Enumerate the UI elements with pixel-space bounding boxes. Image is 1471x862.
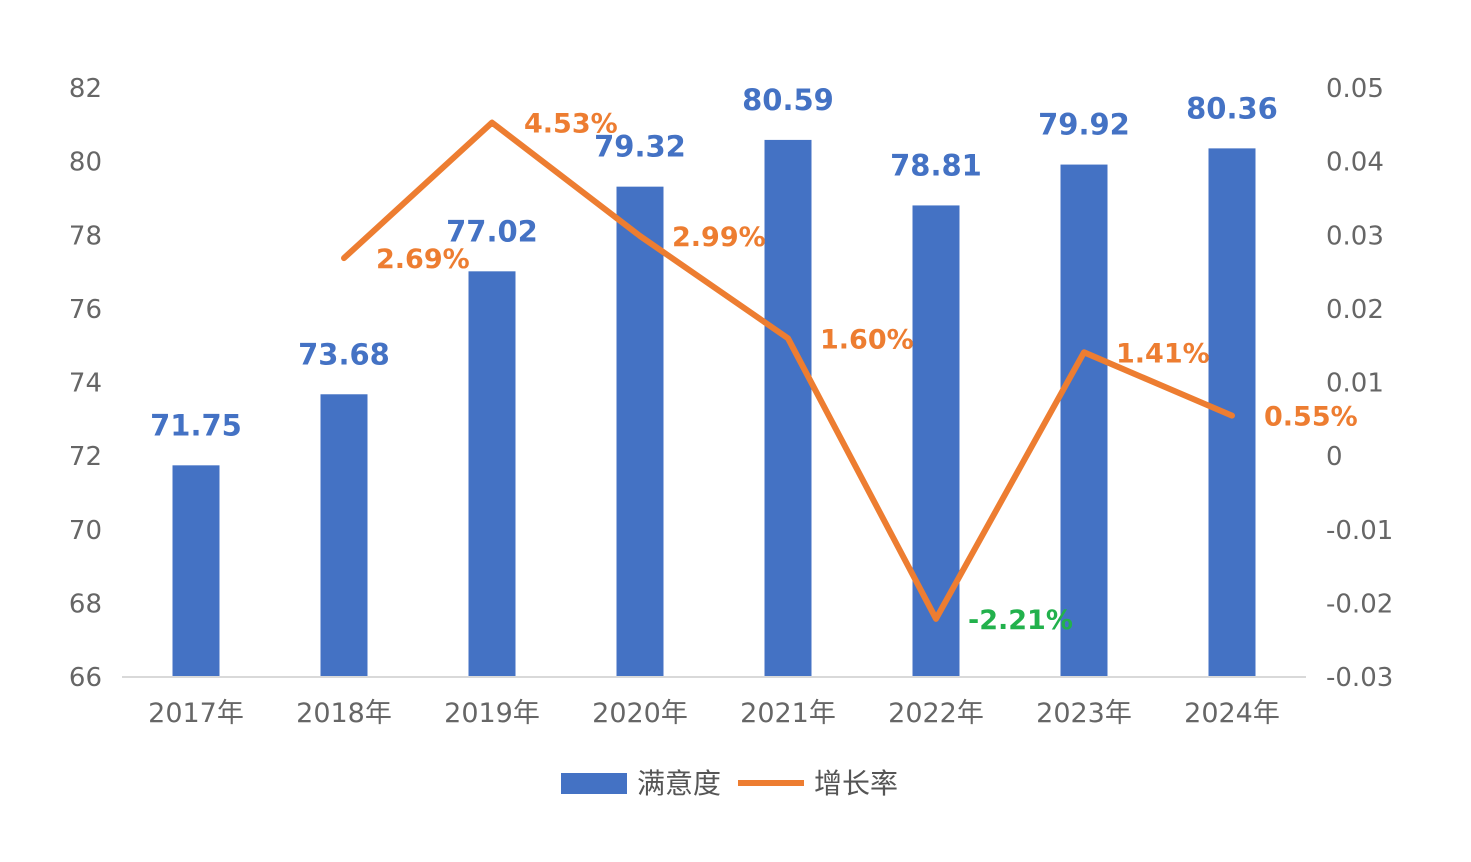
left-axis-tick-label: 82 bbox=[69, 74, 102, 104]
rate-value-label: 0.55% bbox=[1264, 402, 1358, 433]
x-axis-ticks: 2017年 2018年 2019年 2020年 2021年 2022年 2023年 2024年 bbox=[148, 698, 1280, 729]
bar-value-label: 80.36 bbox=[1186, 91, 1278, 125]
left-axis-tick-label: 72 bbox=[69, 442, 102, 472]
bar bbox=[172, 465, 220, 677]
legend-bar-label: 满意度 bbox=[637, 767, 721, 800]
right-axis-tick-label: 0.01 bbox=[1326, 369, 1384, 399]
right-axis-tick-label: 0.02 bbox=[1326, 295, 1384, 325]
bar-value-label: 78.81 bbox=[890, 148, 982, 182]
right-axis-tick-label: 0.03 bbox=[1326, 221, 1384, 251]
bar bbox=[468, 271, 516, 677]
right-axis-tick-label: -0.02 bbox=[1326, 589, 1393, 619]
right-axis-tick-label: 0.04 bbox=[1326, 148, 1384, 178]
right-axis-tick-label: -0.01 bbox=[1326, 516, 1393, 546]
right-axis-tick-label: 0.05 bbox=[1326, 74, 1384, 104]
bar-value-label: 80.59 bbox=[742, 83, 834, 117]
right-axis-tick-label: -0.03 bbox=[1326, 663, 1393, 693]
bar-value-label: 73.68 bbox=[298, 337, 390, 371]
left-axis-tick-label: 66 bbox=[69, 663, 102, 693]
legend: 满意度 增长率 bbox=[561, 767, 898, 800]
left-axis-tick-label: 74 bbox=[69, 369, 102, 399]
bar-value-label: 79.92 bbox=[1038, 108, 1130, 142]
left-axis-tick-label: 80 bbox=[69, 148, 102, 178]
bar-value-labels: 71.75 73.68 77.02 79.32 80.59 78.81 79.92 80.36 bbox=[150, 83, 1278, 442]
rate-value-label: -2.21% bbox=[968, 605, 1073, 636]
bar bbox=[320, 394, 368, 677]
rate-value-label: 4.53% bbox=[524, 109, 618, 140]
x-axis-tick-label: 2022年 bbox=[888, 698, 984, 729]
legend-line-label: 增长率 bbox=[814, 767, 898, 800]
x-axis-tick-label: 2018年 bbox=[296, 698, 392, 729]
left-axis-tick-label: 68 bbox=[69, 589, 102, 619]
x-axis-tick-label: 2019年 bbox=[444, 698, 540, 729]
line-series bbox=[341, 119, 1235, 622]
bar-value-label: 79.32 bbox=[594, 130, 686, 164]
bar-value-label: 77.02 bbox=[446, 214, 538, 248]
bar-series bbox=[172, 139, 1256, 677]
rate-value-label: 1.60% bbox=[820, 324, 914, 355]
x-axis-tick-label: 2024年 bbox=[1184, 698, 1280, 729]
x-axis-tick-label: 2017年 bbox=[148, 698, 244, 729]
x-axis-tick-label: 2021年 bbox=[740, 698, 836, 729]
right-axis-tick-label: 0 bbox=[1326, 442, 1343, 472]
left-axis-tick-label: 78 bbox=[69, 221, 102, 251]
left-axis-ticks: 66 68 70 72 74 76 78 80 82 bbox=[69, 74, 102, 693]
rate-value-label: 2.69% bbox=[376, 244, 470, 275]
rate-value-label: 1.41% bbox=[1116, 338, 1210, 369]
right-axis-ticks: -0.03 -0.02 -0.01 0 0.01 0.02 0.03 0.04 0.05 bbox=[1326, 74, 1393, 693]
rate-value-labels: 2.69% 4.53% 2.99% 1.60% -2.21% 1.41% 0.55% bbox=[376, 109, 1358, 636]
bar-value-label: 71.75 bbox=[150, 408, 242, 442]
bar bbox=[616, 186, 664, 677]
x-axis-tick-label: 2023年 bbox=[1036, 698, 1132, 729]
legend-bar-swatch bbox=[561, 773, 627, 794]
x-axis-tick-label: 2020年 bbox=[592, 698, 688, 729]
rate-value-label: 2.99% bbox=[672, 222, 766, 253]
left-axis-tick-label: 76 bbox=[69, 295, 102, 325]
bar bbox=[912, 205, 960, 677]
bar bbox=[1060, 164, 1108, 677]
bar bbox=[764, 139, 812, 677]
left-axis-tick-label: 70 bbox=[69, 516, 102, 546]
growth-rate-line bbox=[341, 119, 1235, 622]
